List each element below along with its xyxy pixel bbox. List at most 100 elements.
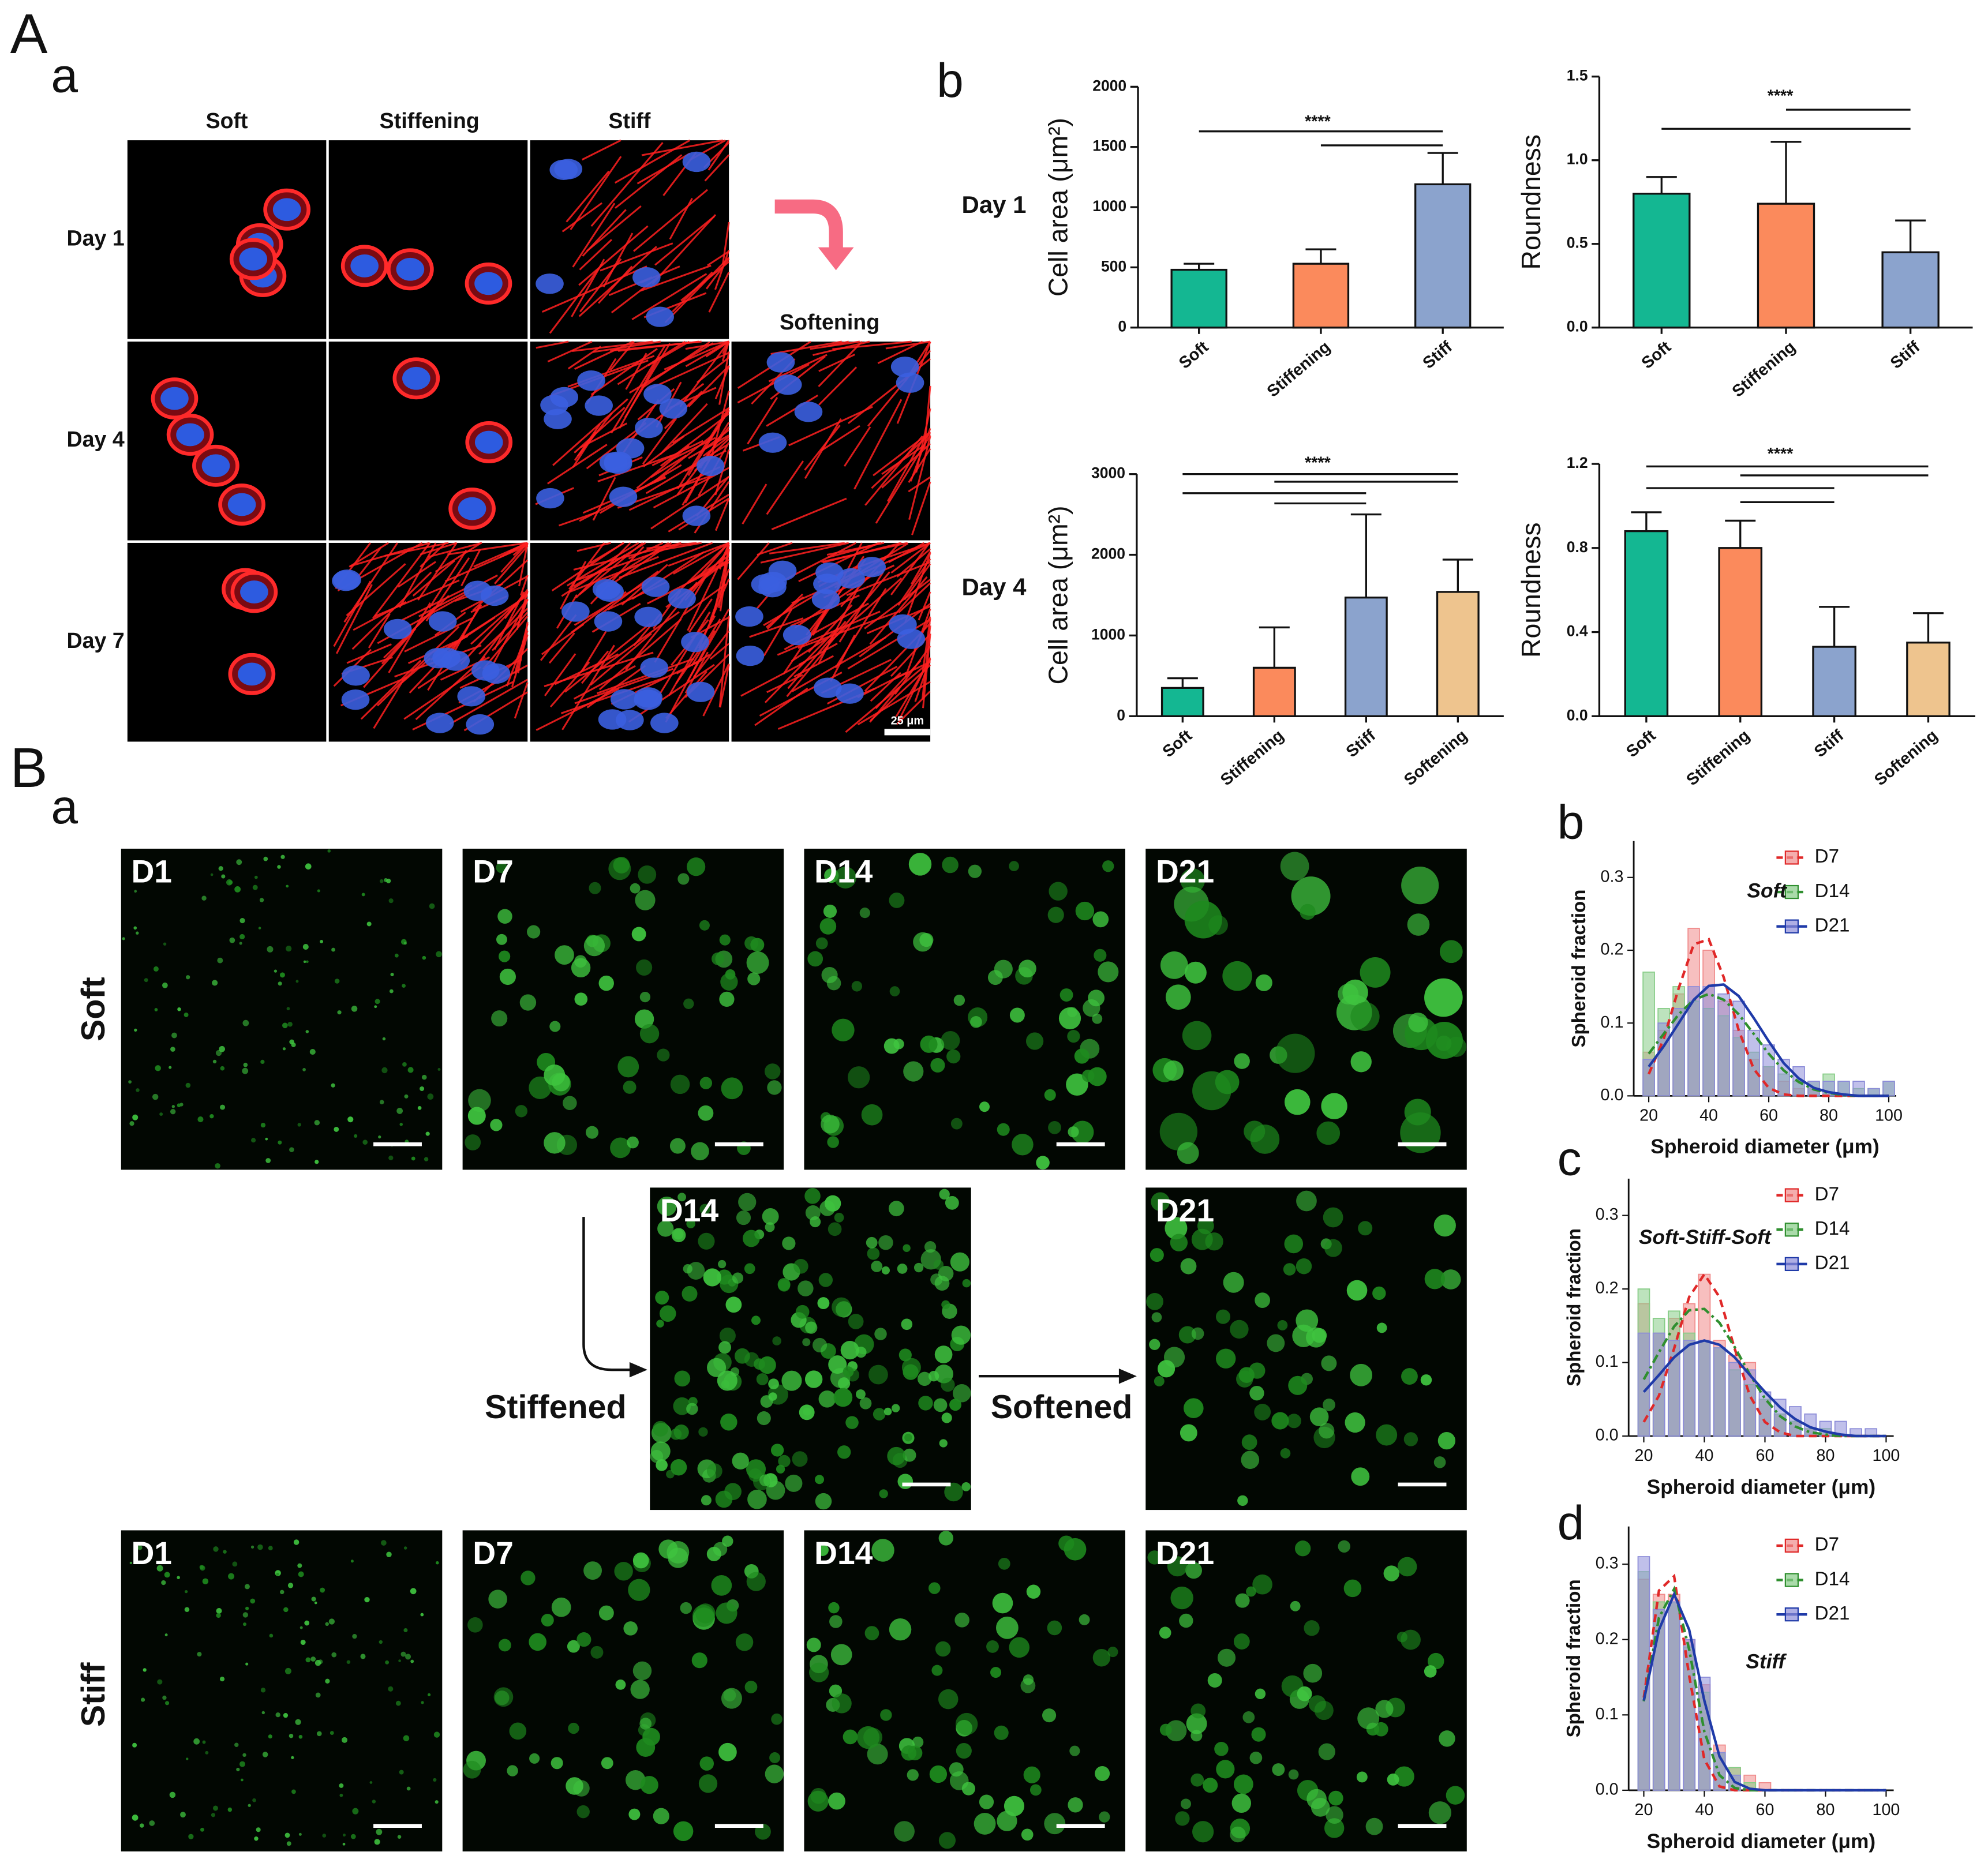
spheroid: [1165, 1217, 1188, 1240]
spheroid: [298, 1571, 304, 1577]
spheroid: [424, 1157, 429, 1161]
spheroid: [305, 1030, 309, 1033]
bar: [1436, 591, 1480, 717]
spheroid: [293, 1539, 299, 1545]
spheroid: [653, 1808, 669, 1824]
spheroid: [549, 1021, 561, 1032]
fibre: [598, 618, 682, 691]
spheroid: [657, 1048, 670, 1062]
fibre: [908, 436, 931, 520]
spheroid: [265, 1137, 268, 1141]
x-tick-label: 20: [1639, 1106, 1658, 1124]
bar: [1344, 597, 1388, 717]
nucleus: [457, 686, 486, 707]
spheroid: [157, 1679, 163, 1685]
y-tick-label: 1.0: [1567, 151, 1588, 168]
x-axis-label: Spheroid diameter (μm): [1647, 1830, 1876, 1853]
spheroid: [1170, 1586, 1193, 1610]
fibre: [818, 353, 856, 372]
nucleus: [428, 611, 457, 632]
fibre: [549, 661, 590, 708]
fibre: [518, 542, 529, 587]
spheroid: [339, 1783, 344, 1788]
y-tick-label: 0: [1117, 706, 1125, 724]
spheroid: [768, 1378, 779, 1389]
spheroid: [706, 1463, 722, 1479]
spheroid: [706, 1546, 721, 1561]
spheroid: [987, 970, 1003, 985]
fibre: [911, 481, 931, 535]
spheroid: [1308, 1695, 1326, 1713]
fibre: [567, 346, 602, 370]
fibre: [400, 584, 473, 622]
spheroid: [1241, 1434, 1257, 1450]
y-axis-label: Spheroid fraction: [1563, 1579, 1585, 1737]
spheroid: [1190, 1773, 1204, 1787]
spheroid: [918, 1396, 933, 1411]
spheroid: [1208, 915, 1228, 935]
spheroid: [437, 1068, 441, 1071]
spheroid: [381, 1540, 387, 1546]
nucleus: [814, 677, 842, 698]
spheroid: [795, 1305, 810, 1319]
spheroid: [1233, 1633, 1250, 1650]
fibre: [822, 571, 890, 651]
y-tick-label: 1000: [1092, 197, 1126, 215]
spheroid: [395, 1700, 401, 1706]
legend-label: D14: [1815, 1568, 1850, 1590]
spheroid: [164, 1633, 168, 1637]
nucleus: [396, 257, 425, 281]
panel-sublabel: b: [937, 53, 964, 107]
bar: [1633, 193, 1691, 329]
spheroid: [1280, 1448, 1291, 1459]
spheroid: [574, 992, 588, 1006]
fibre: [586, 665, 646, 709]
fibre: [578, 225, 649, 286]
fibre: [687, 409, 730, 476]
spheroid: [843, 1729, 858, 1745]
spheroid: [1292, 1324, 1315, 1348]
micrograph: D21: [1145, 1187, 1467, 1510]
spheroid: [567, 1640, 580, 1653]
spheroid: [258, 927, 261, 929]
fibre: [665, 670, 707, 719]
spheroid: [297, 1123, 301, 1127]
spheroid: [529, 1633, 546, 1651]
fibre: [721, 222, 730, 265]
spheroid: [744, 1352, 759, 1367]
y-tick-label: 0.0: [1567, 318, 1588, 335]
spheroid: [1163, 1347, 1185, 1368]
spheroid: [220, 1104, 226, 1110]
legend-label: D14: [1815, 1218, 1850, 1239]
fibre: [881, 443, 931, 489]
fibre: [353, 601, 407, 631]
spheroid: [429, 903, 435, 909]
spheroid: [351, 1006, 358, 1012]
nucleus: [836, 683, 864, 704]
spheroid: [519, 994, 537, 1011]
spheroid: [286, 945, 292, 952]
spheroid: [1233, 1774, 1253, 1794]
spheroid: [245, 1662, 249, 1666]
spheroid: [623, 1621, 638, 1636]
x-tick-label: Soft: [1175, 338, 1212, 373]
spheroid: [379, 1640, 383, 1644]
fibre: [810, 340, 860, 350]
spheroid: [388, 1155, 394, 1161]
fibre: [664, 257, 730, 324]
spheroid: [1271, 1412, 1289, 1430]
spheroid: [216, 1613, 221, 1618]
spheroid: [342, 1842, 346, 1846]
fibre: [428, 542, 482, 558]
spheroid: [140, 1823, 144, 1828]
nucleus: [758, 432, 787, 453]
spheroid: [1319, 1423, 1335, 1439]
spheroid: [342, 1833, 346, 1837]
spheroid: [221, 874, 226, 879]
nucleus: [383, 618, 412, 640]
spheroid: [325, 1622, 329, 1626]
spheroid: [1296, 1258, 1312, 1275]
spheroid: [673, 1821, 694, 1842]
nucleus: [646, 306, 674, 327]
spheroid: [819, 1200, 836, 1216]
